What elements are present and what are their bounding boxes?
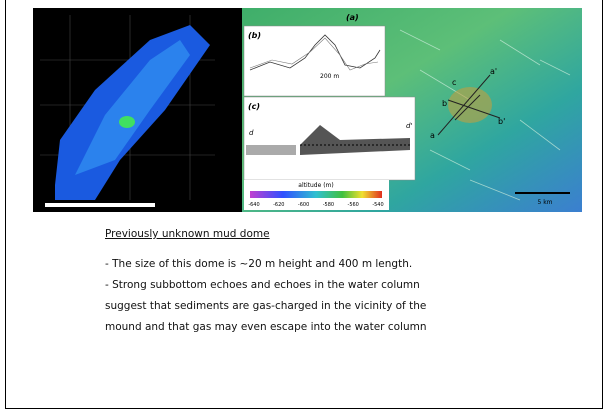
figure: (a) a a' b b' c 5 km (b) 200 m (c) d d' … — [33, 8, 582, 212]
profile-label: d' — [406, 122, 412, 130]
mound — [119, 116, 135, 128]
survey-swath — [75, 40, 190, 175]
scale-bar — [45, 203, 155, 207]
inset-b — [243, 25, 386, 97]
seismic-section — [246, 145, 296, 155]
slide-frame — [5, 0, 603, 409]
panel-label: (b) — [248, 31, 261, 40]
profile-curve — [249, 34, 381, 71]
colorbar-tick-label: -640 — [248, 202, 259, 208]
profile-label: c — [452, 78, 456, 87]
relief-texture — [399, 29, 571, 201]
caption-line: - Strong subbottom echoes and echoes in … — [105, 279, 420, 291]
profile-label: a — [430, 131, 435, 140]
caption-line: mound and that gas may even escape into … — [105, 321, 427, 333]
panel-label: (c) — [248, 102, 260, 111]
profile-lines — [437, 74, 501, 136]
profile-label: b' — [498, 117, 505, 126]
colorbar-tick-label: -560 — [348, 202, 359, 208]
scale-label: 200 m — [320, 73, 339, 80]
scale-label: 5 km — [537, 199, 552, 206]
profile-label: d — [249, 129, 254, 137]
profile-label: a' — [490, 67, 497, 76]
profile-curve — [249, 37, 379, 71]
colorbar-tick-label: -620 — [273, 202, 284, 208]
colorbar-tick-label: -540 — [372, 202, 383, 208]
panel-label: (a) — [346, 13, 359, 22]
caption-line: suggest that sediments are gas-charged i… — [105, 300, 427, 312]
colorbar-tick-label: -580 — [323, 202, 334, 208]
caption-title: Previously unknown mud dome — [105, 228, 270, 240]
colorbar — [250, 191, 382, 198]
profile-label: b — [442, 99, 447, 108]
caption-line: - The size of this dome is ~20 m height … — [105, 258, 413, 270]
colorbar-tick-label: -600 — [298, 202, 309, 208]
seismic-section — [300, 125, 410, 155]
colorbar-label: altitude (m) — [298, 182, 333, 189]
